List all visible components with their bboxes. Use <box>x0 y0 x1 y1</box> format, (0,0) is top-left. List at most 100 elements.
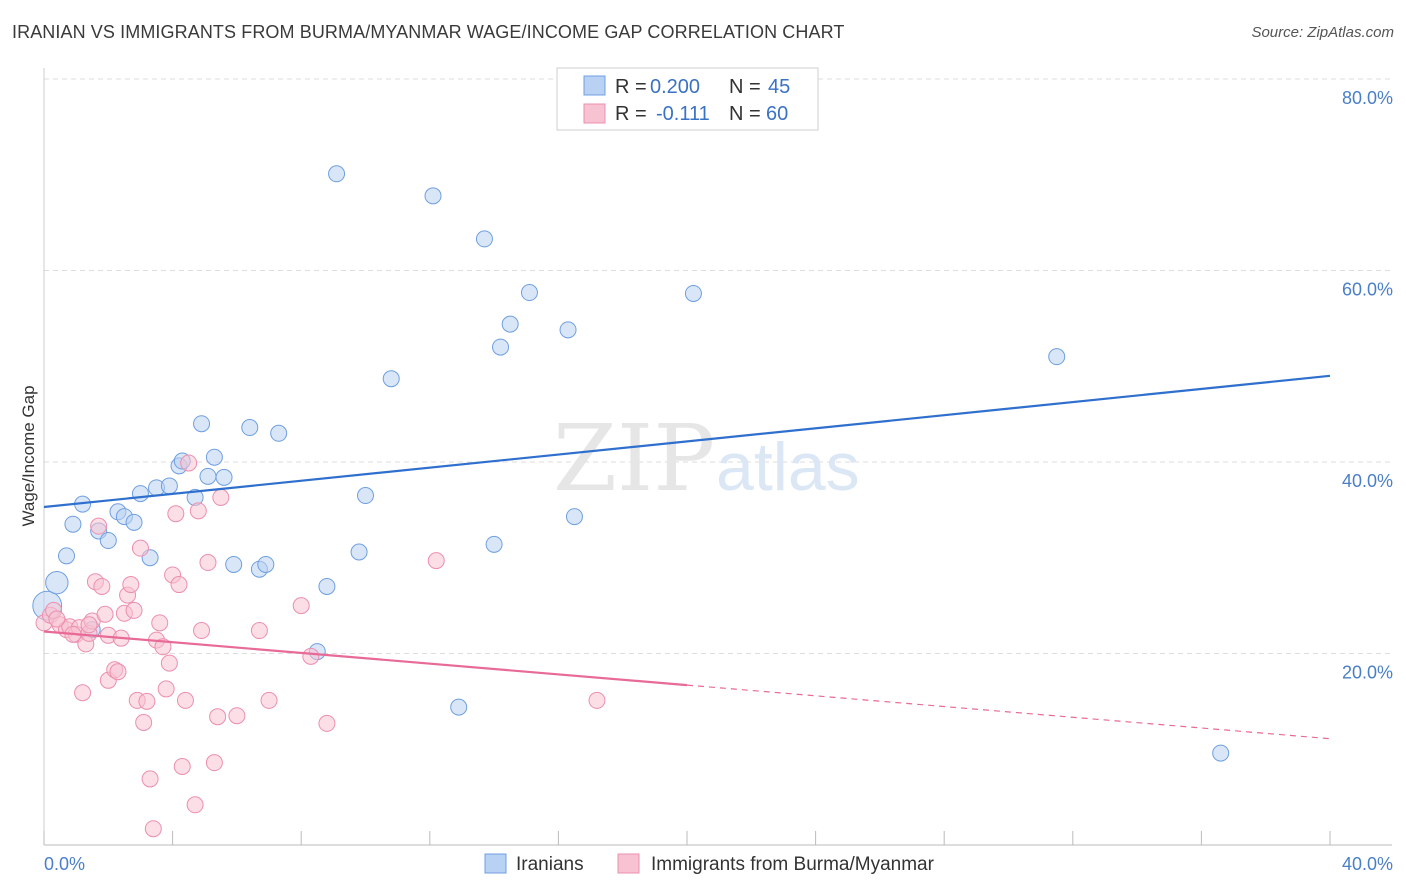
point-iranians-35 <box>485 535 503 553</box>
point-iranians-40 <box>565 508 583 526</box>
point-iranians-3 <box>64 515 82 533</box>
point-iranians-10 <box>131 485 149 503</box>
y-tick-label-1: 40.0% <box>1342 471 1393 491</box>
point-burma-24 <box>125 601 143 619</box>
point-iranians-6 <box>99 532 117 550</box>
legend-r-value-1: 0.200 <box>650 76 700 98</box>
point-burma-43 <box>189 502 207 520</box>
chart-title: IRANIAN VS IMMIGRANTS FROM BURMA/MYANMAR… <box>12 22 845 42</box>
point-burma-29 <box>141 770 159 788</box>
point-iranians-30 <box>357 487 374 505</box>
legend-r-value-2: -0.111 <box>656 103 710 125</box>
point-burma-41 <box>180 454 198 472</box>
point-iranians-24 <box>257 555 275 573</box>
point-iranians-34 <box>475 230 493 248</box>
trend-lines <box>43 374 1331 740</box>
point-burma-30 <box>144 820 162 838</box>
x-tick-label-1: 40.0% <box>1342 854 1393 874</box>
trend-line-burma-extension <box>686 684 1331 740</box>
point-iranians-39 <box>559 321 577 339</box>
y-tick-label-0: 20.0% <box>1342 663 1393 683</box>
point-burma-53 <box>302 647 320 665</box>
point-burma-55 <box>427 552 445 570</box>
watermark-atlas: atlas <box>716 429 860 505</box>
point-burma-52 <box>292 597 310 615</box>
grid-lines <box>44 78 1392 654</box>
point-burma-27 <box>135 713 153 731</box>
point-iranians-20 <box>215 468 233 486</box>
bottom-legend-swatch-iranians <box>484 853 507 874</box>
point-burma-56 <box>588 691 606 709</box>
point-iranians-21 <box>225 555 243 573</box>
legend-swatch-iranians <box>583 75 606 96</box>
point-iranians-38 <box>520 284 538 302</box>
point-iranians-36 <box>492 338 510 356</box>
point-iranians-43 <box>1212 744 1230 762</box>
tick-labels: 20.0% 40.0% 60.0% 80.0% 0.0% 40.0% <box>44 88 1393 874</box>
legend-r-label-2: R = <box>615 103 647 125</box>
point-burma-26 <box>131 539 149 557</box>
bottom-legend-swatch-burma <box>617 853 640 874</box>
axes <box>43 68 1392 846</box>
watermark-zip: ZIP <box>553 405 715 512</box>
point-burma-50 <box>250 622 268 640</box>
point-burma-13 <box>90 517 108 535</box>
point-burma-35 <box>160 654 178 672</box>
point-burma-34 <box>157 680 175 698</box>
bottom-legend-iranians: Iranians <box>516 854 584 875</box>
point-burma-44 <box>193 622 211 640</box>
point-burma-48 <box>212 488 230 506</box>
point-iranians-29 <box>350 543 368 561</box>
point-burma-51 <box>260 691 278 709</box>
point-iranians-17 <box>193 415 211 433</box>
point-iranians-41 <box>684 284 702 302</box>
point-iranians-33 <box>450 698 468 716</box>
point-burma-54 <box>318 714 336 732</box>
legend-n-label-1: N = <box>729 76 761 98</box>
point-burma-19 <box>109 663 127 681</box>
point-burma-47 <box>209 708 227 726</box>
point-iranians-19 <box>205 448 223 466</box>
point-iranians-22 <box>241 419 259 437</box>
point-burma-14 <box>93 577 111 595</box>
point-burma-38 <box>170 576 188 594</box>
source-label: Source: ZipAtlas.com <box>1251 24 1394 41</box>
point-iranians-37 <box>501 315 519 333</box>
point-iranians-25 <box>270 424 288 442</box>
point-burma-23 <box>122 576 140 594</box>
point-iranians-28 <box>328 165 346 183</box>
y-tick-label-2: 60.0% <box>1342 280 1393 300</box>
legend-n-value-2: 60 <box>766 103 788 125</box>
trend-line-burma <box>43 630 688 687</box>
point-burma-45 <box>199 554 217 572</box>
point-burma-46 <box>205 754 223 772</box>
y-tick-label-3: 80.0% <box>1342 88 1393 108</box>
point-burma-49 <box>228 707 246 725</box>
point-iranians-42 <box>1048 348 1066 366</box>
legend: R = 0.200 N = 45 R = -0.111 N = 60 <box>556 67 819 131</box>
legend-r-label-1: R = <box>615 76 647 98</box>
point-iranians-9 <box>125 513 143 531</box>
point-iranians-27 <box>318 577 336 595</box>
point-iranians-1 <box>45 570 69 595</box>
point-burma-39 <box>173 757 191 775</box>
point-iranians-32 <box>424 187 442 205</box>
point-iranians-13 <box>160 477 178 495</box>
legend-n-value-1: 45 <box>768 76 790 98</box>
trend-line-iranians <box>43 374 1331 509</box>
point-iranians-2 <box>58 547 76 565</box>
point-burma-37 <box>167 505 185 523</box>
x-tick-label-0: 0.0% <box>44 854 85 874</box>
point-burma-59 <box>48 610 66 628</box>
point-burma-32 <box>151 614 169 632</box>
point-burma-28 <box>138 692 156 710</box>
point-burma-15 <box>96 605 114 623</box>
data-points <box>32 165 1230 838</box>
point-iranians-18 <box>199 467 217 485</box>
bottom-legend: Iranians Immigrants from Burma/Myanmar <box>484 853 935 875</box>
point-burma-8 <box>74 684 92 702</box>
legend-n-label-2: N = <box>729 103 761 125</box>
point-burma-40 <box>176 691 194 709</box>
y-axis-label: Wage/Income Gap <box>19 385 38 526</box>
